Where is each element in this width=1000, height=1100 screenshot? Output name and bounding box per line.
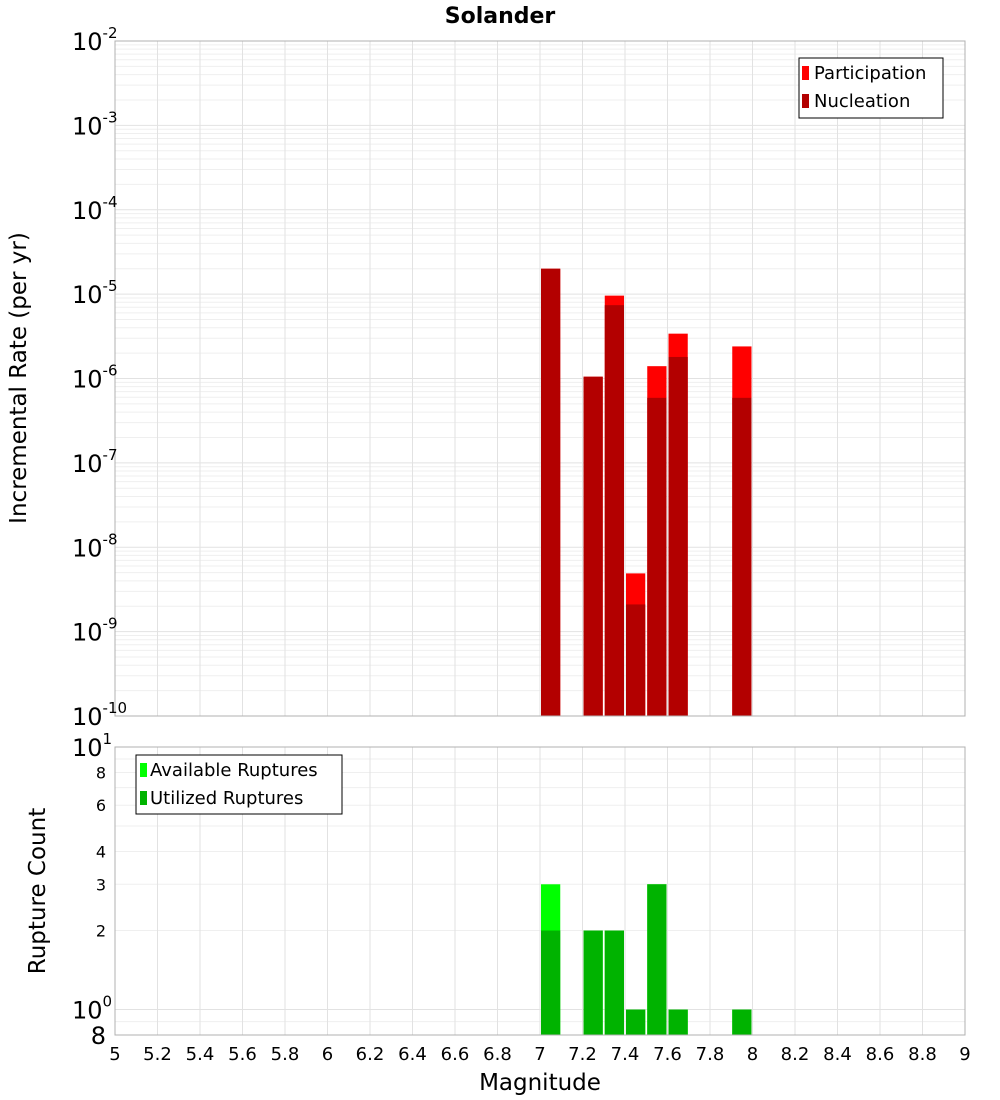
bar-utilized-ruptures-7.95 — [732, 1009, 752, 1035]
rate-y-tick-label: 10-9 — [72, 615, 118, 647]
rate-legend: Participation Nucleation — [798, 57, 944, 119]
rate-panel: 10-2 10-3 10-4 10-5 10-6 10-7 10-8 10-9 10-10 In… — [6, 24, 966, 731]
rate-y-tick-label: 10-7 — [72, 446, 118, 478]
count-y-tick-minor-label: 2 — [96, 922, 106, 941]
bar-nucleation-7.95 — [732, 397, 752, 716]
count-bars — [541, 884, 752, 1035]
bar-nucleation-7.05 — [541, 268, 561, 716]
rate-y-tick-label: 10-10 — [72, 699, 127, 731]
count-y-tick-minor-label: 8 — [91, 1022, 106, 1050]
count-y-tick-minor-label: 6 — [96, 796, 106, 815]
bar-utilized-ruptures-7.35 — [604, 930, 624, 1035]
x-tick-label: 5.6 — [228, 1044, 257, 1065]
x-ticks: 5 5.2 5.4 5.6 5.8 6 6.2 6.4 6.6 6.8 7 7.2 7.4 7.6 7.8 8… — [109, 1044, 970, 1065]
x-axis-label: Magnitude — [479, 1070, 601, 1096]
x-tick-label: 7.8 — [696, 1044, 725, 1065]
count-plot-frame — [114, 746, 966, 1036]
x-tick-label: 8 — [747, 1044, 758, 1065]
legend-label-available: Available Ruptures — [150, 760, 318, 781]
bar-nucleation-7.45 — [626, 604, 646, 716]
rate-plot-frame — [114, 40, 966, 717]
rate-bars — [541, 268, 752, 716]
x-tick-label: 5.4 — [186, 1044, 215, 1065]
x-tick-label: 5 — [109, 1044, 120, 1065]
rate-y-tick-label: 10-8 — [72, 530, 118, 562]
bar-utilized-ruptures-7.05 — [541, 930, 561, 1035]
count-legend: Available Ruptures Utilized Ruptures — [135, 754, 343, 815]
bar-nucleation-7.35 — [604, 305, 624, 716]
x-tick-label: 9 — [959, 1044, 970, 1065]
rate-y-axis-label: Incremental Rate (per yr) — [6, 232, 32, 524]
x-tick-label: 7.4 — [611, 1044, 640, 1065]
chart-title: Solander — [445, 4, 556, 29]
x-tick-label: 6.6 — [441, 1044, 470, 1065]
x-tick-label: 6 — [322, 1044, 333, 1065]
rate-y-tick-label: 10-6 — [72, 362, 118, 394]
bar-nucleation-7.25 — [583, 376, 603, 716]
x-tick-label: 7.6 — [653, 1044, 682, 1065]
bar-nucleation-7.55 — [647, 397, 667, 716]
bar-utilized-ruptures-7.45 — [626, 1009, 646, 1035]
legend-swatch-participation — [802, 66, 809, 80]
x-tick-label: 8.4 — [823, 1044, 852, 1065]
legend-label-participation: Participation — [814, 63, 926, 84]
x-tick-label: 7 — [534, 1044, 545, 1065]
legend-label-nucleation: Nucleation — [814, 91, 910, 112]
count-y-tick-minor-label: 3 — [96, 875, 106, 894]
count-legend-box — [135, 754, 343, 815]
count-y-tick-minor-label: 8 — [96, 763, 106, 782]
bar-nucleation-7.65 — [668, 356, 688, 716]
rate-grid — [114, 40, 966, 717]
legend-swatch-available — [140, 763, 147, 777]
rate-y-tick-label: 10-2 — [72, 24, 118, 56]
bar-utilized-ruptures-7.25 — [583, 930, 603, 1035]
bar-utilized-ruptures-7.55 — [647, 884, 667, 1035]
x-tick-label: 8.2 — [781, 1044, 810, 1065]
x-tick-label: 8.6 — [866, 1044, 895, 1065]
count-y-axis-label: Rupture Count — [25, 808, 51, 974]
x-tick-label: 7.2 — [568, 1044, 597, 1065]
count-y-tick-label: 101 — [72, 730, 112, 762]
x-tick-label: 5.8 — [271, 1044, 300, 1065]
rate-y-ticks: 10-2 10-3 10-4 10-5 10-6 10-7 10-8 10-9 10-10 — [72, 24, 127, 731]
bar-utilized-ruptures-7.65 — [668, 1009, 688, 1035]
rate-y-tick-label: 10-4 — [72, 193, 118, 225]
count-y-tick-label: 100 — [72, 993, 112, 1025]
count-y-tick-minor-label: 4 — [96, 842, 106, 861]
rate-y-tick-label: 10-5 — [72, 277, 118, 309]
legend-swatch-nucleation — [802, 94, 809, 108]
x-tick-label: 6.4 — [398, 1044, 427, 1065]
legend-label-utilized: Utilized Ruptures — [150, 788, 303, 809]
x-tick-label: 8.8 — [908, 1044, 937, 1065]
rate-y-tick-label: 10-3 — [72, 108, 118, 140]
rate-legend-box — [798, 57, 944, 119]
x-tick-label: 5.2 — [143, 1044, 172, 1065]
legend-swatch-utilized — [140, 791, 147, 805]
x-tick-label: 6.8 — [483, 1044, 512, 1065]
x-tick-label: 6.2 — [356, 1044, 385, 1065]
